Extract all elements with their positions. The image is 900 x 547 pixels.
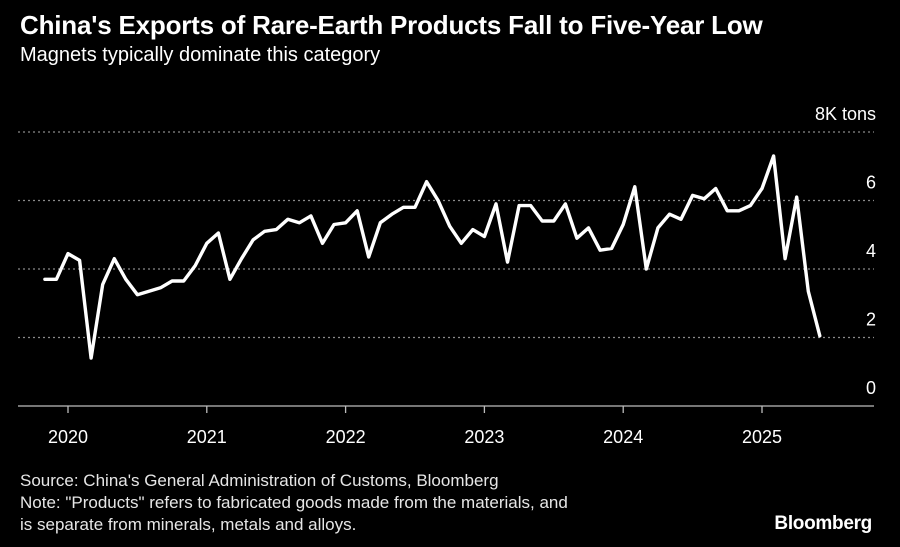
- y-tick-label: 0: [866, 378, 876, 398]
- x-tick-label: 2023: [464, 427, 504, 447]
- x-tick-labels: 2020 2021 2022 2023 2024 2025: [48, 406, 782, 447]
- note-text-line1: Note: "Products" refers to fabricated go…: [20, 493, 568, 512]
- x-tick-label: 2025: [742, 427, 782, 447]
- note-text-line2: is separate from minerals, metals and al…: [20, 515, 357, 534]
- y-tick-label: 8K tons: [815, 104, 876, 124]
- y-tick-label: 6: [866, 173, 876, 193]
- y-tick-label: 2: [866, 310, 876, 330]
- chart-subtitle: Magnets typically dominate this category: [20, 44, 381, 66]
- footer: Source: China's General Administration o…: [20, 470, 568, 536]
- series-layer: [43, 154, 822, 360]
- y-tick-label: 4: [866, 241, 876, 261]
- grid-layer: [18, 131, 874, 407]
- y-tick-labels: 8K tons 6 4 2 0: [815, 104, 876, 398]
- series-line-exports: [43, 154, 822, 360]
- chart-title: China's Exports of Rare-Earth Products F…: [20, 10, 763, 40]
- x-tick-label: 2022: [326, 427, 366, 447]
- x-tick-label: 2020: [48, 427, 88, 447]
- bloomberg-logo: Bloomberg: [774, 513, 872, 534]
- x-tick-label: 2021: [187, 427, 227, 447]
- source-text: Source: China's General Administration o…: [20, 471, 499, 490]
- x-tick-label: 2024: [603, 427, 643, 447]
